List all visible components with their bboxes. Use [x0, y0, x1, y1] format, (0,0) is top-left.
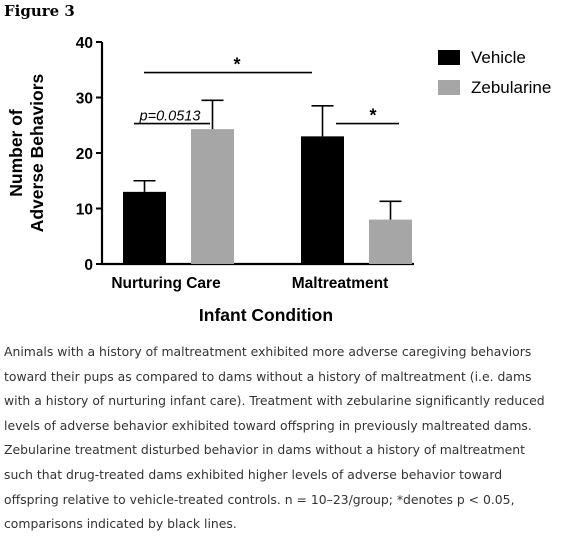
p-value-label: p=0.0513: [139, 109, 201, 125]
error-bars: [133, 99, 402, 220]
figure-title: Figure 3: [4, 2, 75, 20]
y-tick-label: 20: [76, 146, 93, 163]
legend-label: Vehicle: [471, 48, 526, 67]
y-axis-label-line: Adverse Behaviors: [27, 73, 47, 232]
bar-vehicle-1: [301, 136, 344, 264]
figure-caption: Animals with a history of maltreatment e…: [4, 344, 545, 532]
y-tick-label: 30: [76, 91, 93, 108]
x-axis-label: Infant Condition: [199, 305, 333, 325]
bar-zebularine-0: [191, 129, 234, 264]
axes: 0 10 20 30 40: [76, 35, 414, 274]
legend-swatch-zebularine: [438, 80, 460, 95]
bar-zebularine-1: [369, 219, 412, 264]
bar-chart: Number of Adverse Behaviors 0 10 20 30 40 * p=…: [6, 35, 551, 325]
significance-annotations: * p=0.0513 *: [134, 55, 399, 126]
legend: Vehicle Zebularine: [438, 48, 551, 97]
y-axis-label: Number of Adverse Behaviors: [6, 73, 47, 232]
legend-swatch-vehicle: [438, 50, 460, 65]
y-tick-label: 10: [76, 202, 93, 219]
bar-vehicle-0: [123, 191, 166, 264]
bars: [123, 129, 412, 264]
significance-star: *: [233, 55, 240, 75]
y-axis-label-line: Number of: [6, 109, 26, 197]
y-tick-label: 0: [84, 257, 93, 274]
significance-star: *: [369, 106, 376, 126]
category-label: Maltreatment: [292, 275, 388, 292]
category-labels: Nurturing Care Maltreatment: [111, 275, 388, 292]
legend-label: Zebularine: [471, 78, 551, 97]
category-label: Nurturing Care: [111, 275, 221, 292]
y-tick-label: 40: [76, 35, 93, 52]
